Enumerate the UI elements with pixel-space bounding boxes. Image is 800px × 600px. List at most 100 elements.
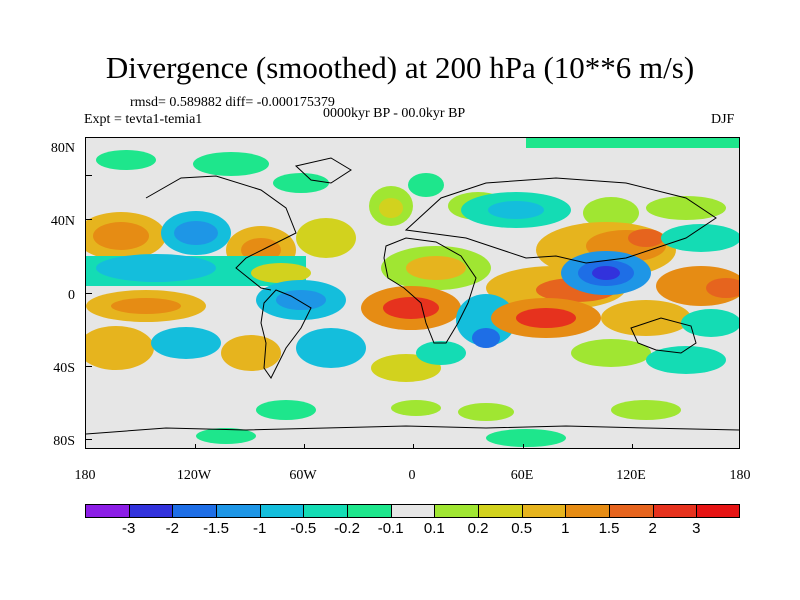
colorbar-swatch [390, 504, 436, 518]
lon-tick [304, 444, 305, 448]
lat-label-40s: 40S [53, 361, 75, 376]
colorbar-label: 0.2 [467, 520, 489, 537]
lon-label-120e: 120E [616, 468, 646, 483]
field-blob [86, 326, 154, 370]
field-blob [379, 198, 403, 218]
lat-tick [86, 175, 92, 176]
lat-label-80n: 80N [50, 141, 75, 156]
field-blob [628, 229, 664, 247]
field-blob [93, 222, 149, 250]
colorbar-label: 0.5 [511, 520, 533, 537]
colorbar-label: -1 [252, 520, 267, 537]
field-blob [416, 341, 466, 365]
field-blob [458, 403, 514, 421]
colorbar-label: 0.1 [423, 520, 445, 537]
field-blob [273, 173, 329, 193]
field-blob [611, 400, 681, 420]
colorbar-swatch [696, 504, 740, 518]
colorbar [85, 504, 740, 518]
field-blob [583, 197, 639, 229]
lon-tick [413, 444, 414, 448]
coastline-greenland [294, 157, 352, 184]
period-label: 0000kyr BP - 00.0kyr BP [323, 106, 466, 121]
field-blob [592, 266, 620, 280]
colorbar-label: -2 [165, 520, 179, 537]
field-blob [196, 428, 256, 444]
field-blob [96, 150, 156, 170]
field-blob [221, 335, 281, 371]
field-blob [706, 278, 739, 298]
lat-label-80s: 80S [53, 434, 75, 449]
lon-label-60w: 60W [289, 468, 317, 483]
field-blob [646, 346, 726, 374]
coastline-south-america [260, 289, 312, 379]
field-blob [571, 339, 651, 367]
field-blob [488, 201, 544, 219]
field-blob [96, 254, 216, 282]
field-blob [174, 221, 218, 245]
colorbar-swatch [521, 504, 567, 518]
colorbar-swatch [434, 504, 479, 518]
colorbar-label: -0.5 [290, 520, 317, 537]
field-blob [296, 328, 366, 368]
colorbar-swatch [609, 504, 654, 518]
coastline-north-america [145, 175, 297, 291]
colorbar-swatch [128, 504, 174, 518]
field-blob [251, 263, 311, 283]
field-blob [256, 400, 316, 420]
colorbar-label: 1 [561, 520, 570, 537]
lon-label-120w: 120W [176, 468, 212, 483]
colorbar-swatch [652, 504, 698, 518]
colorbar-label: -0.1 [377, 520, 404, 537]
field-blob [661, 224, 739, 252]
colorbar-swatch [216, 504, 261, 518]
colorbar-label: -1.5 [203, 520, 229, 537]
season-label: DJF [711, 112, 735, 127]
lat-tick [86, 293, 92, 294]
field-blob [391, 400, 441, 416]
coastline-africa [383, 237, 477, 344]
experiment-label: Expt = tevta1-temia1 [84, 112, 203, 127]
field-blob [681, 309, 739, 337]
field-blob [646, 196, 726, 220]
field-blob [151, 327, 221, 359]
field-blob [472, 328, 500, 348]
divergence-map [85, 137, 740, 449]
colorbar-label: -3 [121, 520, 136, 537]
field-blob [193, 152, 269, 176]
lon-label-0: 0 [408, 468, 416, 483]
field-blob [408, 173, 444, 197]
lon-tick [632, 444, 633, 448]
field-blob [406, 256, 466, 280]
coastline-australia [630, 317, 697, 354]
field-blob [601, 300, 691, 336]
colorbar-swatch [478, 504, 523, 518]
field-blob [516, 308, 576, 328]
lon-label-180w: 180 [74, 468, 96, 483]
field-blob [296, 218, 356, 258]
lat-tick [86, 439, 92, 440]
colorbar-swatch [303, 504, 348, 518]
colorbar-label: -0.2 [334, 520, 360, 537]
lat-label-40n: 40N [50, 214, 75, 229]
stats-label: rmsd= 0.589882 diff= -0.000175379 [130, 95, 335, 110]
field-blob [111, 298, 181, 314]
colorbar-label: 3 [692, 520, 701, 537]
divergence-field [86, 138, 739, 448]
colorbar-swatch [85, 504, 130, 518]
coastline-antarctica [86, 425, 739, 435]
chart-title: Divergence (smoothed) at 200 hPa (10**6 … [105, 50, 695, 85]
lat-label-0: 0 [68, 288, 75, 303]
colorbar-label: 1.5 [598, 520, 620, 537]
colorbar-swatch [347, 504, 392, 518]
lon-tick [195, 444, 196, 448]
lon-label-180e: 180 [729, 468, 751, 483]
colorbar-swatch [172, 504, 217, 518]
colorbar-swatch [259, 504, 305, 518]
lat-tick [86, 366, 92, 367]
lon-label-60e: 60E [510, 468, 534, 483]
field-blob [383, 297, 439, 319]
colorbar-swatch [565, 504, 610, 518]
coastlines [86, 157, 739, 435]
field-blob [486, 429, 566, 447]
